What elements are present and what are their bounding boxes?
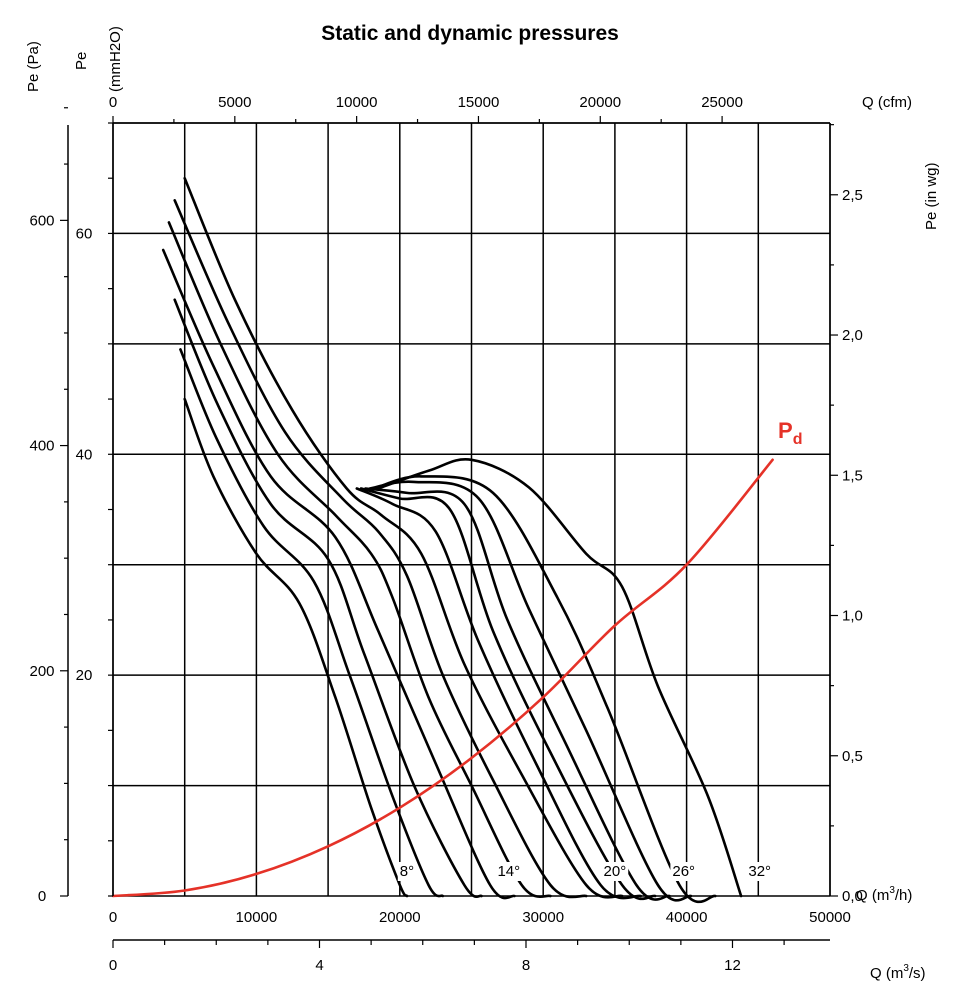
y-tick-label-pa: 200 [29, 663, 54, 680]
x-axis-m3h-title-sup: 3 [889, 885, 895, 896]
x-tick-label-m3s: 8 [522, 957, 530, 974]
series-line-pd [111, 458, 774, 898]
y-tick-label-mmh2o: 60 [76, 225, 93, 242]
x-tick-label-cfm: 5000 [218, 94, 251, 111]
pd-curve-label: Pd [778, 418, 802, 448]
x-tick-label-m3h: 0 [109, 909, 117, 926]
x-tick-label-m3s: 0 [109, 957, 117, 974]
x-axis-m3s-title: Q (m3/s) [870, 963, 926, 982]
x-axis-m3s-title-sup: 3 [903, 963, 909, 974]
x-tick-label-cfm: 15000 [458, 94, 500, 111]
curve-angle-label: 26° [672, 863, 695, 880]
curve-label-bg [397, 862, 417, 881]
series-line-2 [179, 348, 445, 898]
curve-angle-label: 14° [497, 863, 520, 880]
curve-angle-label: 20° [604, 863, 627, 880]
curve-label-bg [746, 862, 774, 881]
curve-label-bg [601, 862, 629, 881]
y-tick-label-inwg: 2,5 [842, 187, 863, 204]
y-axis-mmh2o-title-line2: (mmH2O) [107, 26, 124, 92]
y-tick-label-mmh2o: 20 [76, 667, 93, 684]
fan-curves: 8° 14° 20° 26° 32° [111, 176, 774, 904]
x-axis-m3h-title-start: Q (m [856, 887, 889, 904]
y-axis-inwg-title: Pe (in wg) [923, 162, 940, 230]
x-tick-label-cfm: 0 [109, 94, 117, 111]
y-tick-label-inwg: 1,0 [842, 608, 863, 625]
curve-label-bg [670, 862, 698, 881]
series-line-1 [183, 397, 409, 898]
x-axis-m3h-title: Q (m3/h) [856, 885, 912, 904]
chart-title: Static and dynamic pressures [321, 22, 619, 45]
series-line-4 [161, 248, 516, 900]
x-tick-label-m3h: 20000 [379, 909, 421, 926]
axes: 0 10000 20000 30000 40000 50000 0 4 8 12 0 5000 1000… [29, 94, 862, 974]
x-tick-label-cfm: 20000 [579, 94, 621, 111]
x-tick-label-m3s: 4 [315, 957, 323, 974]
series-line-13 [377, 457, 743, 898]
y-tick-label-inwg: 0,5 [842, 748, 863, 765]
x-tick-label-m3h: 40000 [666, 909, 708, 926]
y-axis-mmh2o-title-line1: Pe [73, 52, 90, 70]
series-line-8 [355, 487, 642, 900]
series-line-3 [173, 298, 483, 899]
x-tick-label-m3s: 12 [724, 957, 741, 974]
x-tick-label-m3h: 30000 [522, 909, 564, 926]
grid [112, 122, 831, 897]
series-line-7 [183, 176, 624, 899]
y-tick-label-mmh2o: 40 [76, 446, 93, 463]
series-line-6 [173, 199, 588, 899]
y-tick-label-pa: 600 [29, 212, 54, 229]
curve-angle-label: 8° [400, 863, 414, 880]
y-tick-label-pa: 0 [38, 888, 46, 905]
y-tick-label-inwg: 2,0 [842, 327, 863, 344]
x-axis-m3h-title-end: /h) [895, 887, 913, 904]
curve-angle-label: 32° [748, 863, 771, 880]
series-line-10 [364, 487, 671, 901]
y-tick-label-inwg: 0,0 [842, 888, 863, 905]
x-axis-m3s-title-start: Q (m [870, 965, 903, 982]
pd-label-main: P [778, 418, 793, 443]
y-tick-label-pa: 400 [29, 438, 54, 455]
series-line-5 [167, 221, 552, 899]
y-axis-pa-title: Pe (Pa) [25, 41, 42, 92]
x-axis-m3s-title-end: /s) [909, 965, 926, 982]
x-tick-label-cfm: 25000 [701, 94, 743, 111]
x-tick-label-m3h: 50000 [809, 909, 851, 926]
x-axis-cfm-title: Q (cfm) [862, 94, 912, 111]
series-line-11 [368, 480, 693, 902]
curve-label-bg [495, 862, 523, 881]
pd-label-sub: d [793, 431, 803, 448]
x-tick-label-m3h: 10000 [236, 909, 278, 926]
y-tick-label-inwg: 1,5 [842, 467, 863, 484]
x-tick-label-cfm: 10000 [336, 94, 378, 111]
